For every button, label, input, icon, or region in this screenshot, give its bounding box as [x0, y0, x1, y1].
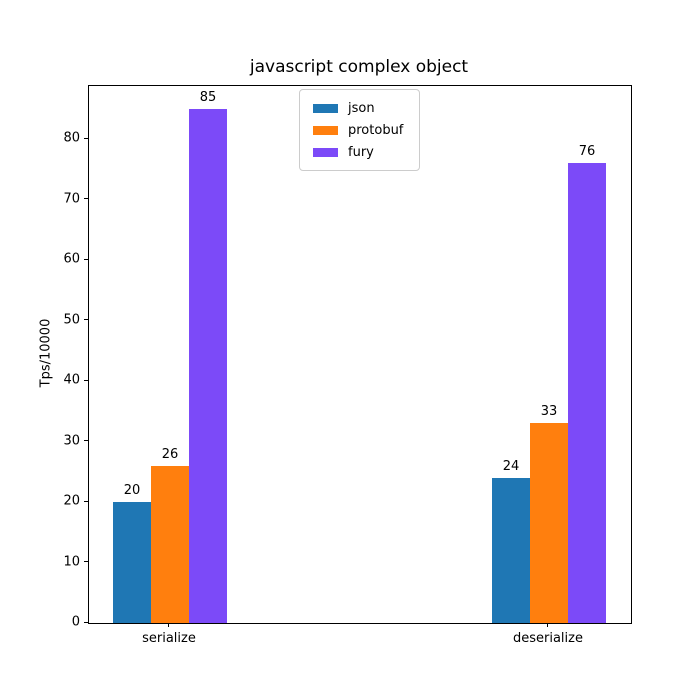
x-tick-mark-serialize	[168, 623, 170, 627]
y-tick-label-40: 40	[63, 372, 80, 388]
y-tick-mark-60	[84, 258, 88, 260]
y-tick-label-10: 10	[63, 554, 80, 570]
x-tick-label-serialize: serialize	[142, 631, 196, 646]
legend-item-json: json	[313, 97, 409, 119]
bar-serialize-json	[112, 502, 151, 623]
bar-serialize-protobuf	[150, 465, 189, 623]
y-tick-mark-50	[84, 319, 88, 321]
y-tick-mark-80	[84, 137, 88, 139]
bar-value-label-deserialize-protobuf: 33	[540, 404, 558, 420]
y-tick-label-20: 20	[63, 493, 80, 509]
plot-area: json protobuf fury 20 26 85 24 33 76	[88, 85, 632, 624]
bar-value-label-serialize-fury: 85	[199, 89, 217, 105]
y-tick-mark-30	[84, 440, 88, 442]
legend-label-json: json	[348, 100, 375, 116]
legend-item-fury: fury	[313, 141, 409, 163]
bar-deserialize-protobuf	[529, 423, 568, 623]
y-tick-mark-40	[84, 379, 88, 381]
y-tick-mark-0	[84, 621, 88, 623]
y-tick-label-60: 60	[63, 251, 80, 267]
legend-item-protobuf: protobuf	[313, 119, 409, 141]
bar-value-label-serialize-json: 20	[123, 483, 141, 499]
bar-serialize-fury	[188, 108, 227, 623]
y-tick-mark-10	[84, 561, 88, 563]
legend-swatch-json	[313, 103, 338, 113]
y-tick-label-50: 50	[63, 312, 80, 328]
y-tick-label-70: 70	[63, 191, 80, 207]
x-tick-label-deserialize: deserialize	[512, 631, 583, 646]
legend-swatch-fury	[313, 147, 338, 157]
bar-deserialize-fury	[567, 163, 606, 623]
legend-label-fury: fury	[348, 144, 374, 160]
legend: json protobuf fury	[299, 89, 420, 171]
x-tick-mark-deserialize	[547, 623, 549, 627]
bar-value-label-deserialize-json: 24	[502, 458, 520, 474]
bar-value-label-serialize-protobuf: 26	[161, 446, 179, 462]
chart-title: javascript complex object	[249, 57, 469, 77]
y-tick-mark-70	[84, 198, 88, 200]
y-tick-mark-20	[84, 500, 88, 502]
bar-value-label-deserialize-fury: 76	[578, 144, 596, 160]
y-tick-label-80: 80	[63, 130, 80, 146]
legend-swatch-protobuf	[313, 125, 338, 135]
bar-deserialize-json	[491, 477, 530, 623]
y-axis-label: Tps/10000	[38, 318, 54, 388]
y-tick-label-0: 0	[71, 614, 80, 630]
legend-label-protobuf: protobuf	[348, 122, 404, 138]
y-tick-label-30: 30	[63, 433, 80, 449]
